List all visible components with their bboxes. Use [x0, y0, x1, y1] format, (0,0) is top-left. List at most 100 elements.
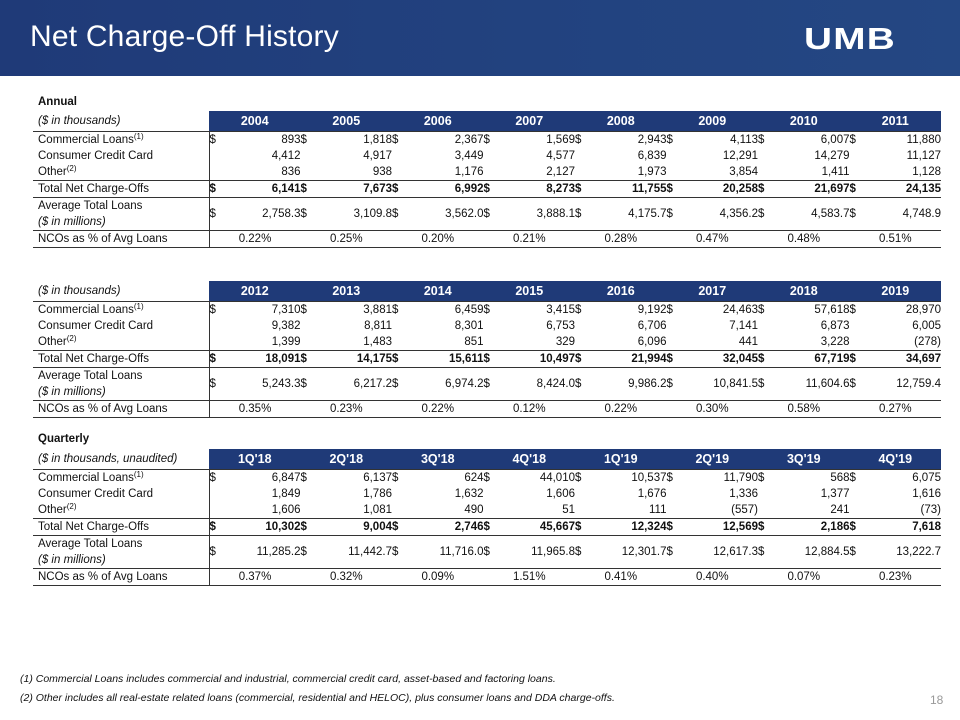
row-label-consumer: Consumer Credit Card [33, 318, 209, 334]
period-header: 2010 [758, 111, 850, 132]
cell-total: 9,004 [313, 518, 392, 536]
cell-consumer: 12,291 [722, 150, 758, 162]
footnote-marker: (2) [66, 334, 77, 343]
cell-ncos: 0.30% [666, 400, 758, 418]
currency-symbol: $ [758, 469, 771, 486]
cell-avg: 3,109.8 [353, 208, 392, 220]
currency-symbol: $ [300, 180, 314, 198]
row-ncos: NCOs as % of Avg Loans 0.35% 0.23% 0.22% 0.1… [33, 400, 941, 418]
currency-symbol [575, 148, 588, 164]
currency-symbol: $ [392, 378, 399, 390]
currency-symbol: $ [758, 378, 765, 390]
cell-consumer: 6,753 [546, 320, 575, 332]
currency-symbol: $ [483, 301, 497, 318]
currency-symbol [392, 318, 405, 334]
period-header: 2Q'18 [300, 449, 392, 470]
row-other: Other(2) 1,399 1,483 851 329 6,096 441 3,228 (27… [33, 334, 941, 351]
footnote-marker: (1) [133, 470, 144, 479]
cell-total: 34,697 [862, 350, 941, 368]
cell-ncos: 0.22% [392, 400, 484, 418]
currency-symbol: $ [758, 208, 765, 220]
cell-commercial: 6,007 [771, 131, 850, 148]
cell-avg: 3,562.0 [445, 208, 484, 220]
row-label-commercial: Commercial Loans(1) [33, 131, 209, 148]
cell-avg: 2,758.3 [262, 208, 301, 220]
currency-symbol: $ [666, 208, 673, 220]
currency-symbol: $ [666, 469, 680, 486]
cell-avg: 12,617.3 [713, 546, 758, 558]
cell-other: 1,128 [912, 166, 941, 178]
cell-avg: 4,748.9 [902, 208, 941, 220]
currency-symbol [484, 318, 497, 334]
period-header: 4Q'19 [849, 449, 941, 470]
currency-symbol [208, 318, 222, 334]
row-other: Other(2) 836 938 1,176 2,127 1,973 3,854 1,411 1… [33, 164, 941, 181]
cell-ncos: 0.32% [300, 568, 392, 586]
row-label-consumer-text: Consumer Credit Card [38, 488, 154, 500]
row-label-consumer: Consumer Credit Card [33, 486, 209, 502]
cell-consumer: 1,676 [637, 488, 667, 500]
cell-total: 7,673 [313, 180, 392, 198]
currency-symbol [850, 148, 863, 164]
currency-symbol [208, 502, 222, 519]
currency-symbol: $ [392, 518, 405, 536]
cell-avg: 11,604.6 [805, 378, 850, 390]
cell-other: 1,606 [271, 504, 301, 516]
cell-ncos: 0.20% [392, 230, 484, 248]
row-ncos: NCOs as % of Avg Loans 0.37% 0.32% 0.09% 1.5… [33, 568, 941, 586]
currency-symbol: $ [392, 546, 399, 558]
cell-commercial: 6,075 [862, 469, 941, 486]
row-label-commercial-text: Commercial Loans [38, 134, 134, 146]
cell-other: 6,096 [637, 336, 667, 348]
currency-symbol [208, 334, 222, 351]
cell-commercial: 1,569 [496, 131, 575, 148]
currency-symbol: $ [666, 546, 673, 558]
row-label-other: Other(2) [33, 502, 209, 519]
row-label-total-text: Total Net Charge-Offs [38, 183, 150, 195]
period-header: 4Q'18 [483, 449, 575, 470]
cell-avg: 4,175.7 [628, 208, 667, 220]
row-consumer: Consumer Credit Card 9,382 8,811 8,301 6,753… [33, 318, 941, 334]
cell-consumer: 8,301 [454, 320, 484, 332]
cell-avg: 12,759.4 [896, 378, 941, 390]
row-label-consumer-text: Consumer Credit Card [38, 150, 154, 162]
currency-symbol: $ [392, 180, 405, 198]
currency-symbol: $ [849, 350, 863, 368]
currency-symbol: $ [208, 197, 222, 231]
currency-symbol [667, 318, 680, 334]
avg-label-line2: ($ in millions) [38, 386, 106, 398]
cell-other: 3,854 [729, 166, 758, 178]
avg-label-line1: Average Total Loans [38, 200, 143, 212]
currency-symbol: $ [208, 131, 222, 148]
currency-symbol: $ [483, 350, 497, 368]
currency-symbol: $ [392, 301, 405, 318]
avg-label-line2: ($ in millions) [38, 216, 106, 228]
cell-ncos: 0.23% [300, 400, 392, 418]
currency-symbol: $ [208, 367, 222, 401]
cell-avg: 11,716.0 [439, 546, 484, 558]
unit-label: ($ in thousands, unaudited) [38, 453, 178, 465]
currency-symbol [667, 164, 680, 181]
currency-symbol: $ [483, 469, 497, 486]
currency-symbol [758, 486, 771, 502]
currency-symbol: $ [666, 131, 680, 148]
cell-commercial: 893 [222, 131, 301, 148]
row-label-other: Other(2) [33, 334, 209, 351]
cell-commercial: 4,113 [679, 131, 758, 148]
currency-symbol [301, 502, 314, 519]
cell-total: 12,569 [679, 518, 758, 536]
cell-avg: 6,217.2 [353, 378, 392, 390]
currency-symbol [301, 486, 314, 502]
cell-other: 836 [281, 166, 301, 178]
cell-ncos: 0.51% [849, 230, 941, 248]
cell-commercial: 11,790 [679, 469, 758, 486]
currency-symbol: $ [758, 546, 765, 558]
cell-ncos: 0.37% [208, 568, 301, 586]
cell-consumer: 4,917 [363, 150, 392, 162]
cell-consumer: 1,336 [729, 488, 758, 500]
title-banner: Net Charge-Off History UMB [0, 0, 960, 76]
period-header: 2013 [300, 281, 392, 302]
footnote-marker: (2) [66, 502, 77, 511]
cell-total: 21,697 [771, 180, 850, 198]
currency-symbol [484, 334, 497, 351]
